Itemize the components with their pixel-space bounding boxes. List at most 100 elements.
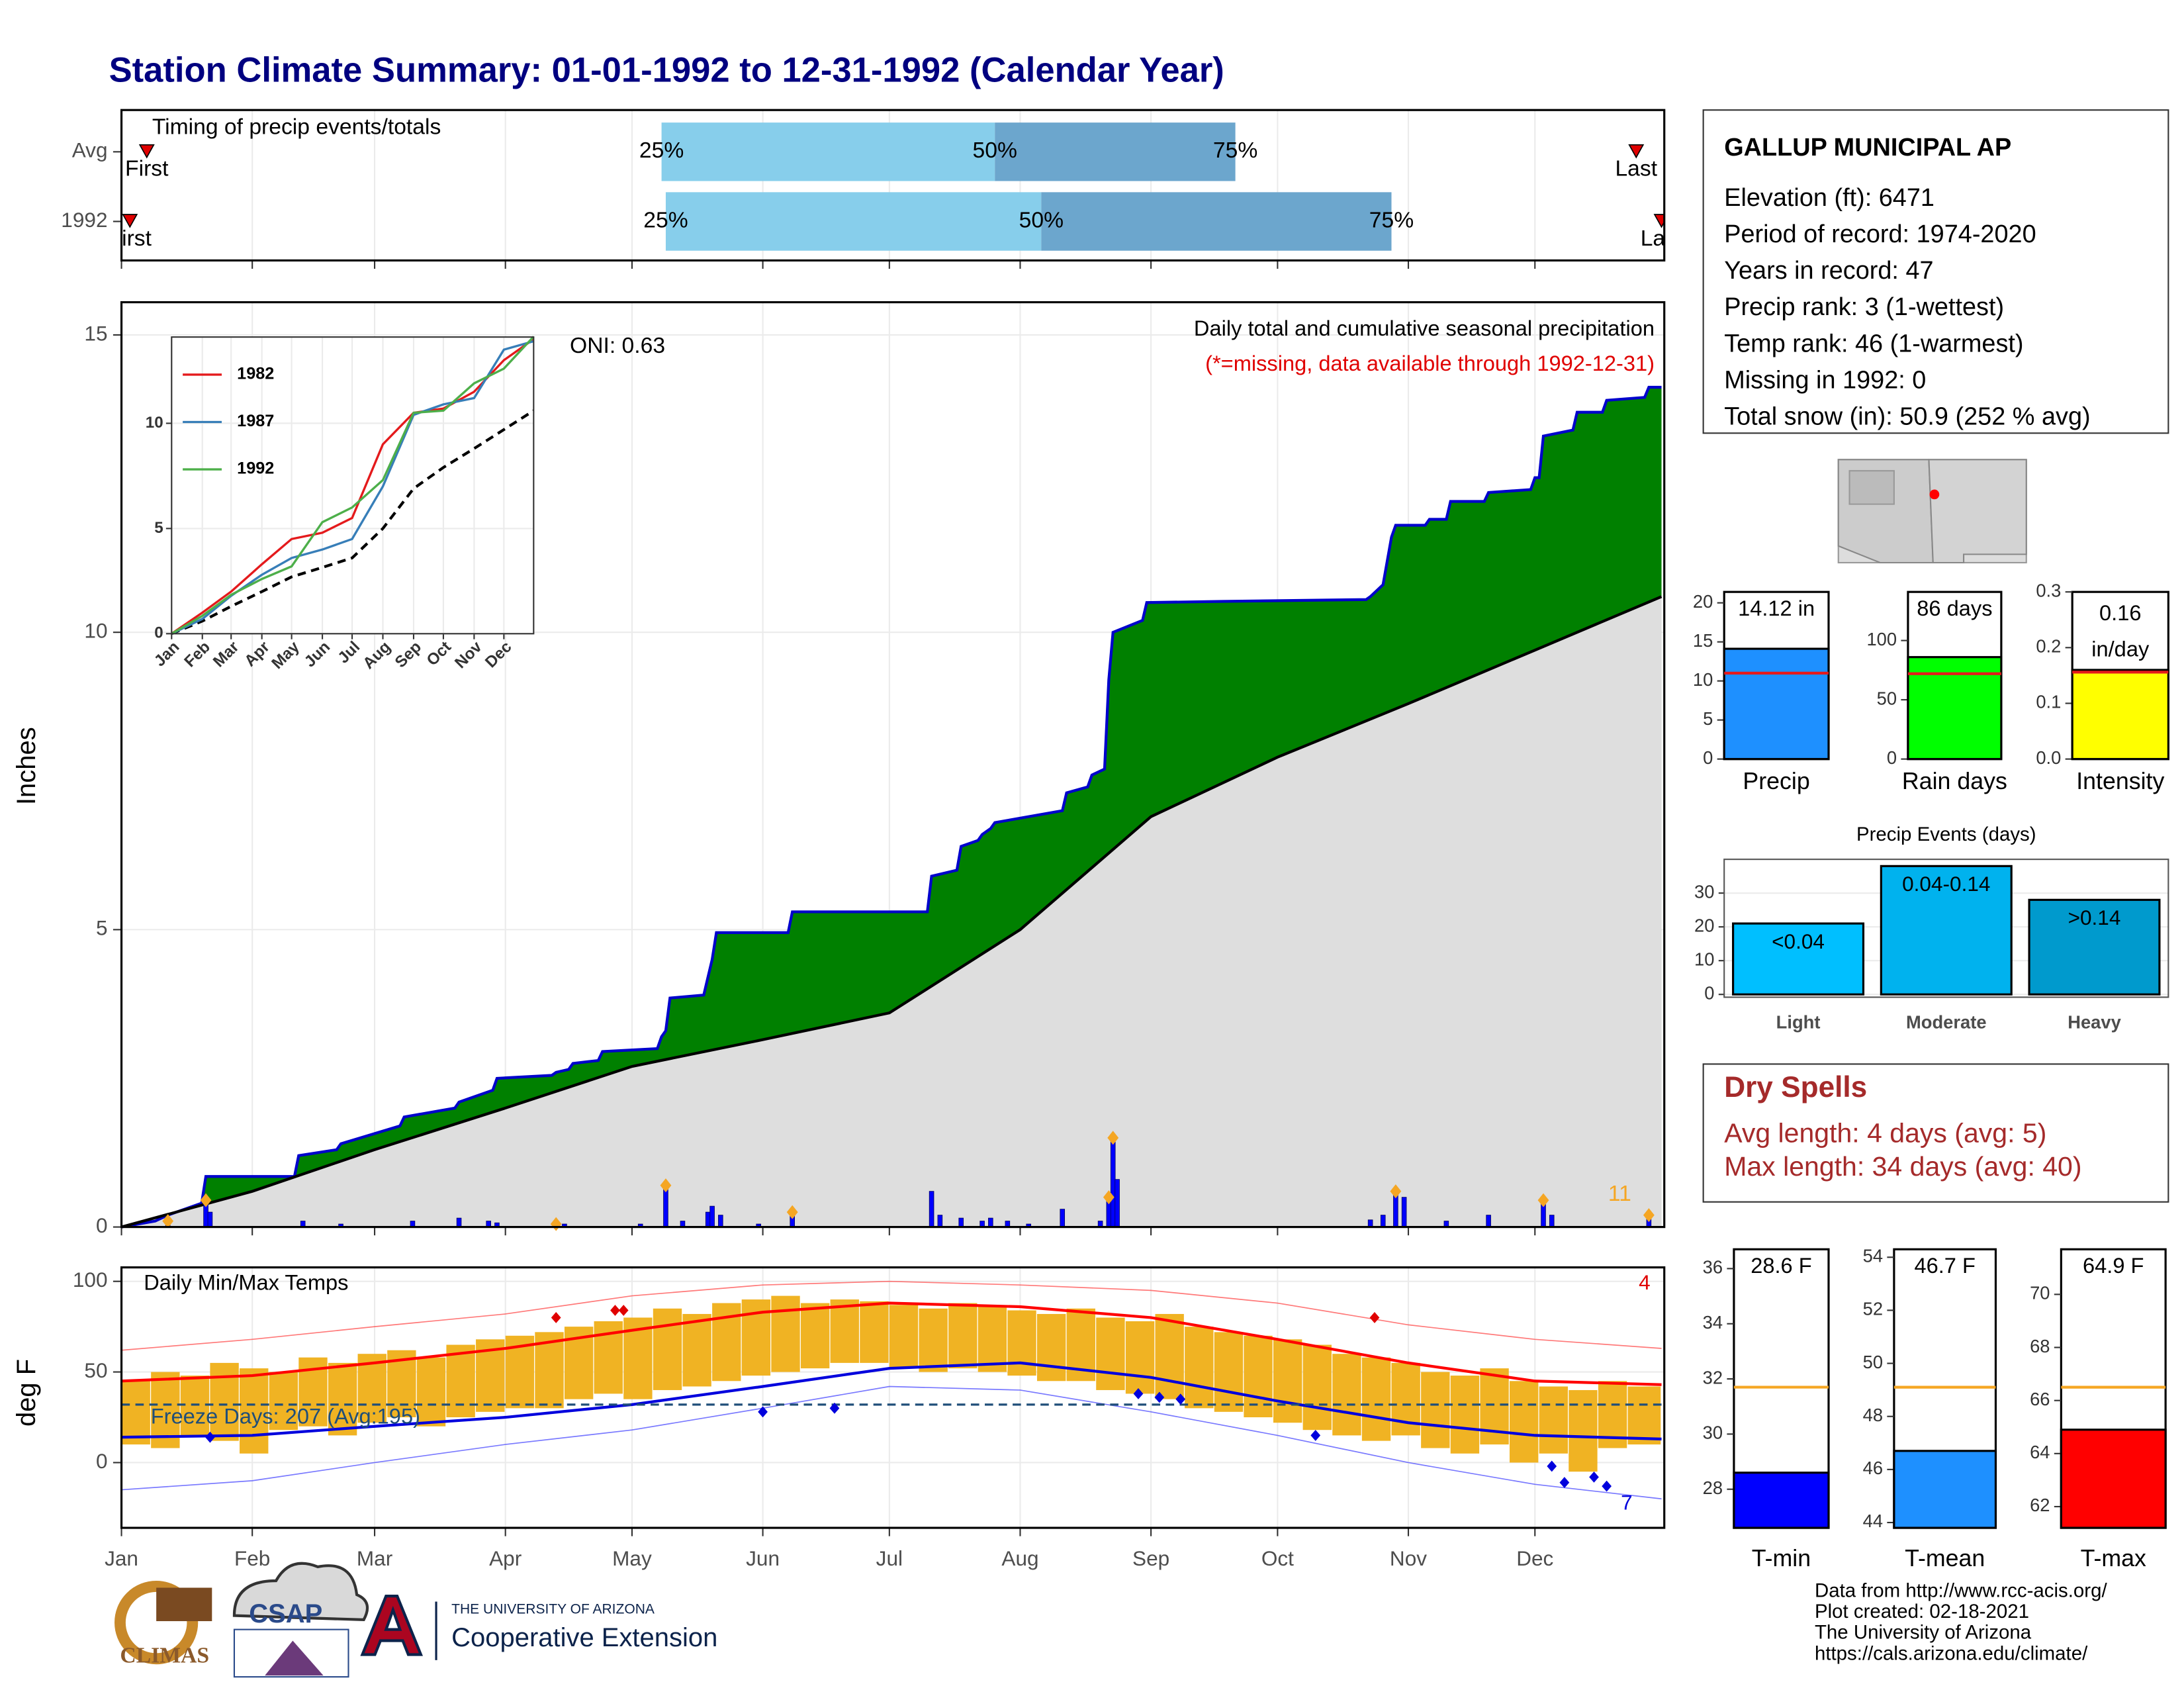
series-line xyxy=(171,338,535,635)
temp-range-bar xyxy=(653,1308,682,1390)
x-tick-label: Nov xyxy=(1390,1546,1427,1570)
normal-area xyxy=(121,596,1662,1227)
station-line: Precip rank: 3 (1-wettest) xyxy=(1724,293,2004,321)
temp-range-bar xyxy=(240,1368,269,1454)
temp-range-bar xyxy=(1302,1344,1332,1430)
y-tick-label: 28 xyxy=(1703,1477,1723,1498)
y-tick-label: 5 xyxy=(1703,708,1713,729)
logo-text: CSAP xyxy=(249,1599,322,1628)
x-tick-label: Oct xyxy=(1261,1546,1294,1570)
footer-line: https://cals.arizona.edu/climate/ xyxy=(1815,1642,2088,1664)
page-title: Station Climate Summary: 01-01-1992 to 1… xyxy=(109,50,1224,89)
temp-range-bar xyxy=(1510,1381,1539,1463)
bar xyxy=(2071,669,2169,761)
temp-range-bar xyxy=(1421,1372,1450,1448)
quantile-bar xyxy=(665,192,1042,251)
daily-bar xyxy=(929,1191,934,1228)
record-low-line xyxy=(121,1385,1662,1500)
value-label: 14.12 in xyxy=(1738,596,1815,620)
x-tick-label: Dec xyxy=(1516,1546,1553,1570)
event-label: First xyxy=(125,157,169,181)
chart-title: Daily Min/Max Temps xyxy=(144,1270,348,1294)
temp-range-bar xyxy=(416,1357,446,1427)
location-map xyxy=(1837,459,2027,564)
category-label: Heavy xyxy=(2068,1012,2121,1033)
event-label: Last xyxy=(1641,226,1683,251)
daily-bar xyxy=(1060,1209,1066,1228)
record-marker xyxy=(551,1312,561,1323)
temp-range-bar xyxy=(682,1313,711,1387)
temp-range-bar xyxy=(860,1301,889,1363)
flag-marker xyxy=(200,1193,212,1207)
station-line: Missing in 1992: 0 xyxy=(1724,366,1926,394)
x-tick-label: Jan xyxy=(105,1546,138,1570)
y-tick-label: 0 xyxy=(1887,747,1897,768)
flag-marker xyxy=(1103,1190,1115,1205)
x-tick-label: Jul xyxy=(876,1546,903,1570)
y-tick-label: 10 xyxy=(146,414,163,432)
y-axis-label: deg F xyxy=(12,1359,41,1427)
temp-range-bar xyxy=(1361,1357,1391,1441)
y-tick-label: 0 xyxy=(1704,982,1714,1003)
panel-border xyxy=(1723,859,2169,998)
value-label: 0.04-0.14 xyxy=(1902,872,1990,896)
value-label: 64.9 F xyxy=(2083,1253,2144,1278)
quantile-label: 50% xyxy=(1019,208,1064,232)
y-tick-label: 0.2 xyxy=(2036,636,2061,657)
x-tick-label: Aug xyxy=(1001,1546,1038,1570)
temp-range-bar xyxy=(121,1381,150,1445)
y-tick-label: 10 xyxy=(1694,949,1714,969)
x-tick-label: Jun xyxy=(746,1546,780,1570)
daily-bar xyxy=(1110,1137,1116,1228)
event-marker xyxy=(1628,144,1645,159)
chart-note: (*=missing, data available through 1992-… xyxy=(1205,351,1655,375)
y-tick-label: 50 xyxy=(84,1358,107,1382)
temp-range-bar xyxy=(800,1303,830,1369)
category-label: T-min xyxy=(1752,1545,1811,1571)
bar xyxy=(2060,1429,2167,1529)
normal-low-line xyxy=(121,1361,1662,1440)
station-line: Period of record: 1974-2020 xyxy=(1724,220,2036,248)
panel-border xyxy=(120,109,1666,262)
record-marker xyxy=(1589,1471,1599,1483)
bar xyxy=(1723,647,1830,761)
panel-label: Timing of precip events/totals xyxy=(152,115,441,139)
bar xyxy=(1880,865,2013,996)
value-label: >0.14 xyxy=(2068,906,2121,929)
y-tick-label: 0.0 xyxy=(2036,747,2061,768)
flag-marker xyxy=(786,1205,798,1219)
quantile-label: 50% xyxy=(973,138,1017,163)
quantile-bar xyxy=(995,122,1236,181)
y-axis-label: Inches xyxy=(12,727,41,805)
category-label: T-max xyxy=(2081,1545,2146,1571)
daily-bar xyxy=(1486,1215,1491,1228)
dry-spell-line: Max length: 34 days (avg: 40) xyxy=(1724,1151,2081,1182)
y-tick-label: 68 xyxy=(2030,1336,2050,1356)
temp-range-bar xyxy=(978,1307,1007,1372)
record-marker xyxy=(1547,1460,1557,1472)
logo-text: THE UNIVERSITY OF ARIZONA xyxy=(451,1602,655,1617)
normal-line xyxy=(120,595,1662,1229)
temp-range-bar xyxy=(948,1303,978,1369)
daily-bar xyxy=(1115,1179,1120,1228)
dry-spell-line: Avg length: 4 days (avg: 5) xyxy=(1724,1118,2046,1149)
quantile-label: 75% xyxy=(1213,138,1257,163)
y-tick-label: 0 xyxy=(154,624,163,642)
y-tick-label: 62 xyxy=(2030,1495,2050,1515)
temp-range-bar xyxy=(830,1299,859,1363)
y-tick-label: 20 xyxy=(1693,591,1713,612)
quantile-label: 25% xyxy=(639,138,684,163)
y-tick-label: 50 xyxy=(1863,1352,1883,1372)
quantile-bar xyxy=(1041,192,1392,251)
value-label: 0.16 in/day xyxy=(2091,600,2150,661)
daily-bar xyxy=(1401,1197,1407,1228)
y-tick-label: 0.3 xyxy=(2036,580,2061,600)
legend-label: 1987 xyxy=(237,412,274,430)
y-tick-label: 5 xyxy=(154,519,163,537)
x-tick-label: Mar xyxy=(357,1546,392,1570)
temp-range-bar xyxy=(269,1372,298,1430)
freeze-label: Freeze Days: 207 (Avg:195) xyxy=(151,1403,420,1428)
logo-text: CLIMAS xyxy=(120,1643,209,1667)
quantile-bar xyxy=(661,122,995,181)
